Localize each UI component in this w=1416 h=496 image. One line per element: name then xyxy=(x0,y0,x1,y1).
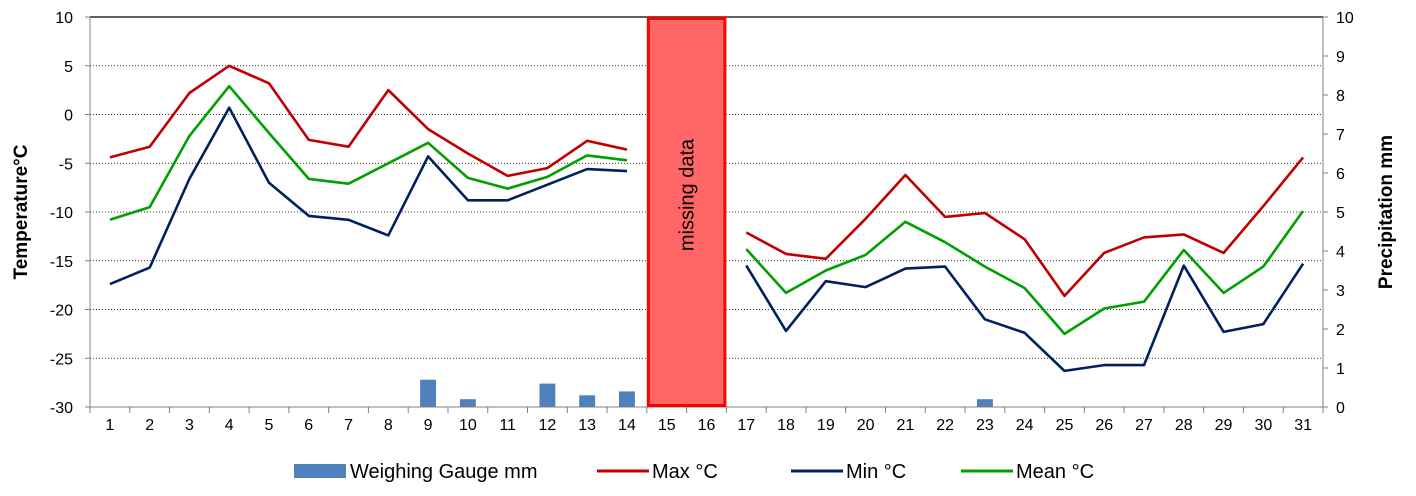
x-tick-label: 17 xyxy=(737,417,755,434)
x-tick-label: 6 xyxy=(304,417,313,434)
x-tick-label: 13 xyxy=(578,417,596,434)
precip-bar xyxy=(618,391,635,407)
y-tick-label: -15 xyxy=(50,254,73,271)
series-line-mean-c xyxy=(109,84,1305,336)
missing-data-label: missing data xyxy=(677,138,699,251)
x-tick-label: 7 xyxy=(344,417,353,434)
x-tick-label: 27 xyxy=(1135,417,1153,434)
y2-tick-label: 2 xyxy=(1336,322,1345,339)
y2-tick-label: 7 xyxy=(1336,127,1345,144)
y-axis-left-ticks: -30 -25 -20 -15 -10 -5 0 5 10 xyxy=(50,10,90,417)
legend-label: Weighing Gauge mm xyxy=(350,461,538,483)
x-axis-ticks: 1 2 3 4 5 6 7 8 9 10 11 12 13 14 15 16 17 18 19 20 21 22 23 24 2… xyxy=(89,407,1324,434)
x-tick-label: 8 xyxy=(384,417,393,434)
legend-label: Max °C xyxy=(652,461,718,483)
y2-tick-label: 9 xyxy=(1336,49,1345,66)
y-axis-right-ticks: 0 1 2 3 4 5 6 7 8 9 10 xyxy=(1323,10,1354,417)
legend: Weighing Gauge mm Max °C Min °C Mean °C xyxy=(294,461,1094,483)
x-tick-label: 10 xyxy=(459,417,477,434)
legend-label: Min °C xyxy=(846,461,906,483)
y-tick-label: -5 xyxy=(59,156,73,173)
precip-bar xyxy=(459,399,476,407)
x-tick-label: 28 xyxy=(1175,417,1193,434)
y-tick-label: -10 xyxy=(50,205,73,222)
legend-swatch-bar xyxy=(294,464,346,478)
y2-tick-label: 5 xyxy=(1336,205,1345,222)
x-tick-label: 15 xyxy=(658,417,676,434)
x-tick-label: 11 xyxy=(499,417,516,434)
missing-data-box xyxy=(646,17,727,407)
x-tick-label: 4 xyxy=(225,417,234,434)
y2-tick-label: 8 xyxy=(1336,88,1345,105)
x-tick-label: 23 xyxy=(976,417,994,434)
x-tick-label: 30 xyxy=(1254,417,1272,434)
x-tick-label: 9 xyxy=(424,417,433,434)
y2-tick-label: 1 xyxy=(1336,361,1345,378)
x-tick-label: 25 xyxy=(1056,417,1074,434)
y2-tick-label: 0 xyxy=(1336,400,1345,417)
precip-bar xyxy=(976,399,993,407)
x-tick-label: 19 xyxy=(817,417,835,434)
y-tick-label: 0 xyxy=(64,108,73,125)
x-tick-label: 24 xyxy=(1016,417,1034,434)
legend-label: Mean °C xyxy=(1016,461,1094,483)
series-line-min-c xyxy=(109,106,1305,373)
y2-axis-title: Precipitation mm xyxy=(1376,135,1397,289)
temperature-lines xyxy=(109,64,1305,373)
x-tick-label: 21 xyxy=(896,417,914,434)
precip-bar xyxy=(420,379,437,407)
x-tick-label: 12 xyxy=(539,417,557,434)
x-tick-label: 2 xyxy=(145,417,154,434)
x-tick-label: 29 xyxy=(1215,417,1233,434)
x-tick-label: 1 xyxy=(105,417,114,434)
legend-item-mean-c: Mean °C xyxy=(961,461,1094,483)
legend-item-weighing-gauge: Weighing Gauge mm xyxy=(294,461,538,483)
legend-item-min-c: Min °C xyxy=(791,461,906,483)
x-tick-label: 16 xyxy=(698,417,716,434)
y-tick-label: -30 xyxy=(50,400,73,417)
y-tick-label: 10 xyxy=(55,10,73,27)
x-tick-label: 5 xyxy=(265,417,274,434)
y-tick-label: -20 xyxy=(50,303,73,320)
y-axis-title: Temperature°C xyxy=(11,144,32,279)
series-line-max-c xyxy=(109,64,1305,298)
y-tick-label: -25 xyxy=(50,351,73,368)
y2-tick-label: 10 xyxy=(1336,10,1354,27)
x-tick-label: 26 xyxy=(1095,417,1113,434)
precip-bar xyxy=(539,383,556,407)
y2-tick-label: 6 xyxy=(1336,166,1345,183)
x-tick-label: 18 xyxy=(777,417,795,434)
precipitation-bars xyxy=(420,379,993,407)
missing-data-annotation: missing data xyxy=(646,17,727,407)
y-tick-label: 5 xyxy=(64,59,73,76)
y2-tick-label: 4 xyxy=(1336,244,1345,261)
x-tick-label: 3 xyxy=(185,417,194,434)
y2-tick-label: 3 xyxy=(1336,283,1345,300)
precip-bar xyxy=(579,395,596,407)
legend-item-max-c: Max °C xyxy=(597,461,718,483)
x-tick-label: 31 xyxy=(1294,417,1312,434)
x-tick-label: 14 xyxy=(618,417,636,434)
x-tick-label: 22 xyxy=(936,417,954,434)
x-tick-label: 20 xyxy=(857,417,875,434)
